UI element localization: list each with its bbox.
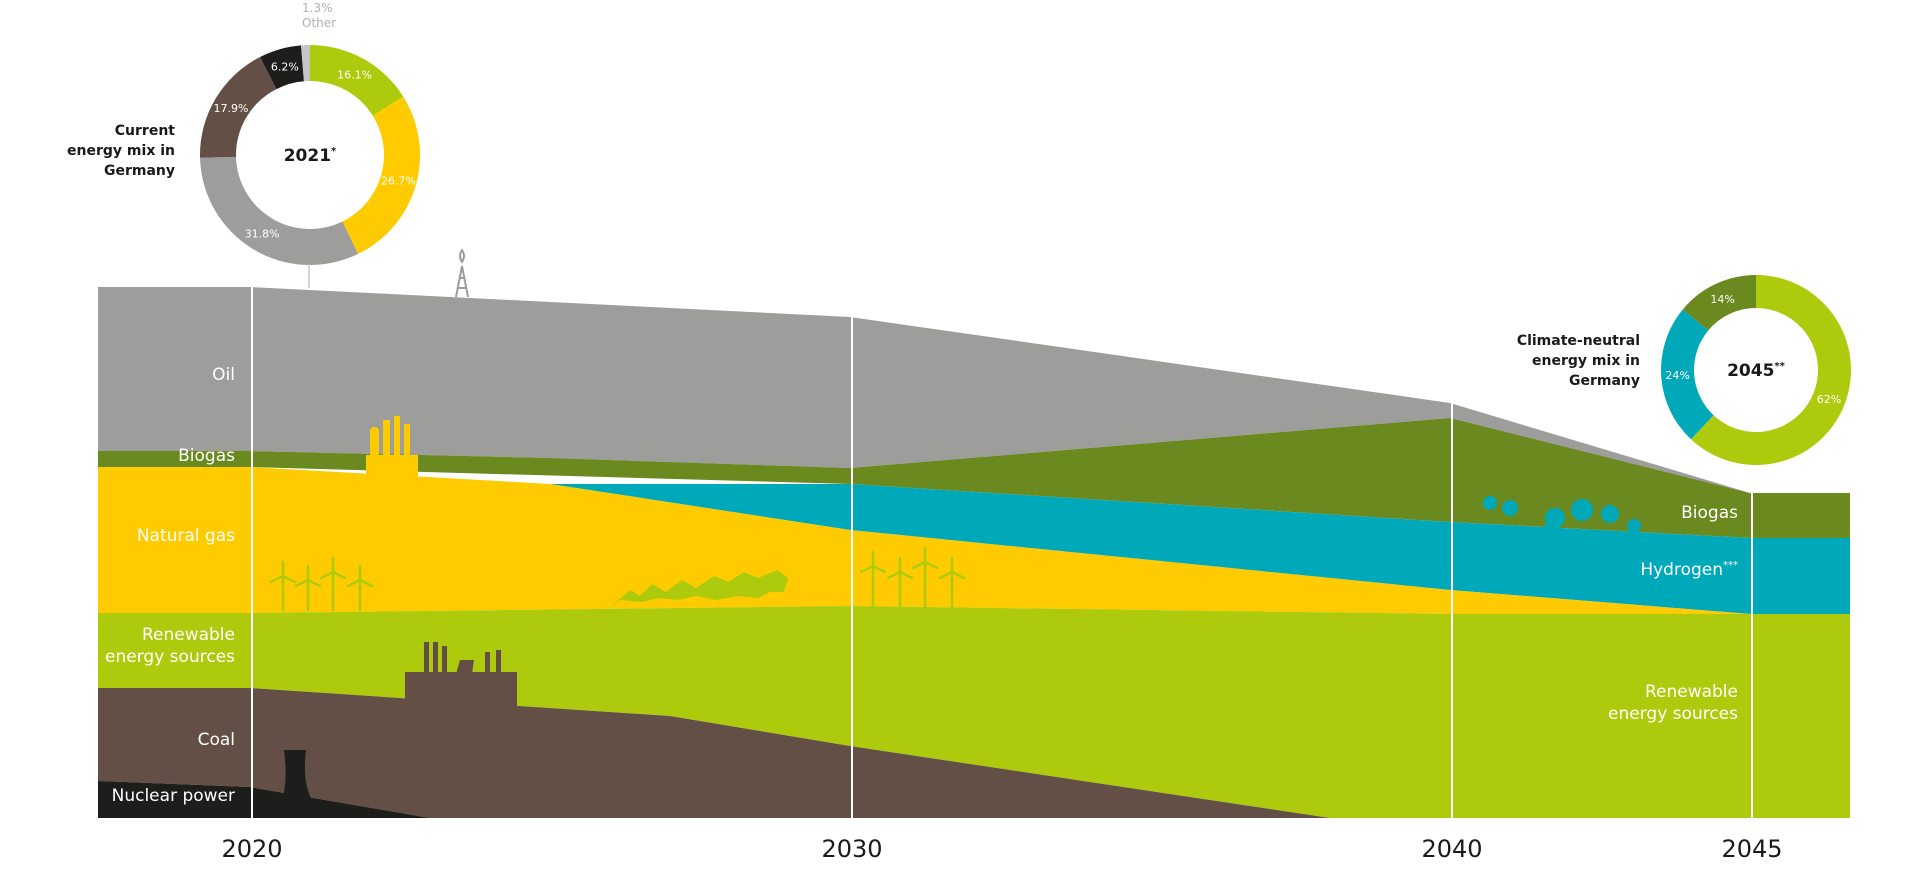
coal-plant-icon — [405, 642, 517, 708]
donut-slice-label: 24% — [1665, 369, 1689, 382]
donut-slice-hydrogen — [1660, 309, 1714, 440]
donut-slice-label: 6.2% — [271, 60, 299, 73]
left-label-coal: Coal — [198, 730, 235, 750]
wind-turbine-icon — [938, 556, 966, 612]
solar-panels-icon — [610, 570, 788, 607]
left-label-renewable: Renewable energy sources — [105, 625, 235, 667]
donut-slice-oil — [200, 156, 359, 265]
donut-slice-coal — [200, 56, 277, 158]
donut-slice-biogas — [1682, 275, 1756, 331]
left-band-labels: Oil Biogas Natural gas Renewable energy sour… — [105, 365, 235, 806]
left-label-oil: Oil — [212, 365, 235, 385]
x-tick-label: 2045 — [1721, 835, 1782, 863]
left-label-nuclear: Nuclear power — [112, 786, 235, 806]
right-label-hydrogen: Hydrogen*** — [1640, 560, 1738, 580]
donut-slice-label: 62% — [1817, 393, 1841, 406]
band-biogas — [98, 418, 1850, 538]
wind-turbine-icon — [346, 564, 374, 612]
donut-2021: 16.1% 26.7% 31.8% 17.9% 6.2% 2021* Current ener… — [67, 1, 420, 288]
refinery-icon — [366, 416, 418, 477]
wind-turbine-icon — [911, 546, 939, 612]
donut-center-label: 2021* — [284, 146, 337, 166]
band-nuclear — [98, 781, 430, 818]
donut-slice-natural_gas — [342, 96, 420, 254]
band-renewable — [98, 606, 1850, 818]
band-oil — [98, 287, 1750, 493]
donut-2045: 62% 24% 14% 2045** Climate-neutral energy mix… — [1517, 275, 1852, 465]
donut-slice-renewable — [310, 45, 404, 116]
oil-rig-icon — [455, 248, 469, 298]
right-label-biogas: Biogas — [1681, 503, 1738, 523]
biogas-tanks-icon — [1222, 442, 1346, 482]
donut-slice-other — [301, 45, 310, 82]
left-label-biogas: Biogas — [178, 446, 235, 466]
donut-slice-label: 16.1% — [337, 69, 372, 82]
right-band-labels: Biogas Hydrogen*** Renewable energy sources — [1608, 503, 1738, 724]
x-tick-label: 2040 — [1421, 835, 1482, 863]
donut-center-label: 2045** — [1727, 361, 1786, 381]
donut-caption: Current energy mix in Germany — [67, 123, 175, 179]
band-hydrogen — [550, 484, 1850, 614]
donut-slice-label: 14% — [1710, 293, 1734, 306]
donut-slice-renewable — [1690, 275, 1852, 465]
other-slice-label: 1.3% Other — [302, 1, 336, 30]
x-tick-label: 2020 — [221, 835, 282, 863]
wind-turbines-icon — [269, 546, 966, 612]
wind-turbine-icon — [886, 556, 914, 612]
wind-turbine-icon — [269, 560, 297, 612]
hydrogen-molecules-icon — [1483, 496, 1641, 536]
band-natural-gas — [98, 467, 1750, 614]
stacked-area-bands — [98, 287, 1850, 818]
donut-caption: Climate-neutral energy mix in Germany — [1517, 333, 1640, 389]
wind-turbine-icon — [859, 550, 887, 612]
donut-slice-label: 31.8% — [245, 228, 280, 241]
right-label-renewable: Renewable energy sources — [1608, 682, 1738, 724]
left-label-natural_gas: Natural gas — [137, 526, 235, 546]
donut-slice-nuclear — [260, 45, 304, 90]
decorative-silhouettes — [269, 248, 1641, 800]
x-tick-label: 2030 — [821, 835, 882, 863]
x-axis-ticks: 2020 2030 2040 2045 — [221, 835, 1782, 863]
wind-turbine-icon — [294, 564, 322, 612]
wind-turbine-icon — [319, 556, 347, 612]
donut-slice-label: 17.9% — [213, 102, 248, 115]
donut-slice-label: 26.7% — [381, 174, 416, 187]
year-lines — [251, 287, 1753, 818]
cooling-tower-icon — [282, 750, 312, 800]
band-coal — [98, 688, 1330, 818]
